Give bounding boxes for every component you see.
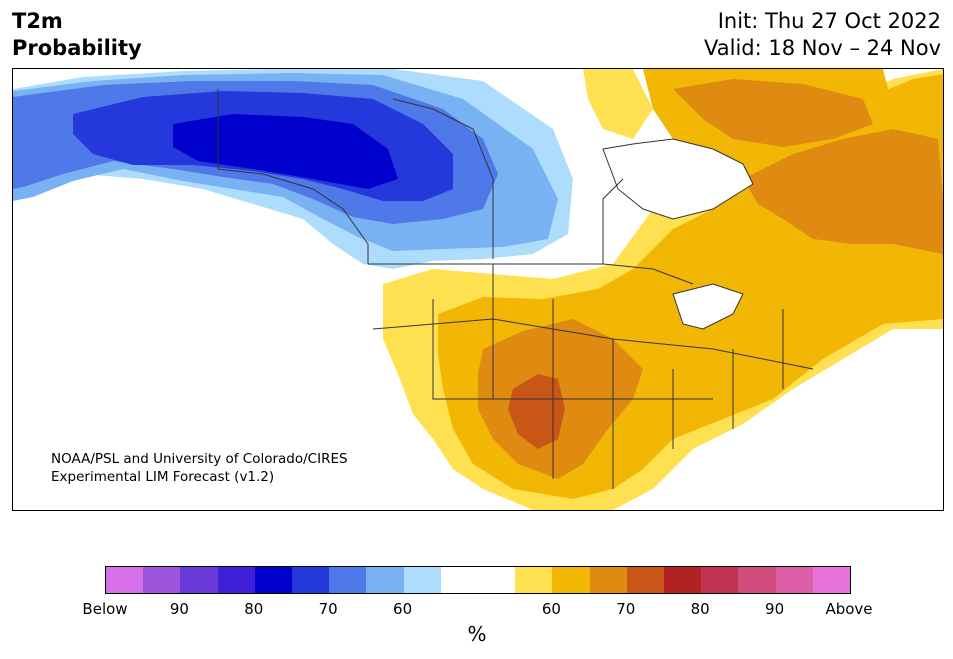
below-90-region	[173, 114, 398, 189]
above-70-canada	[743, 129, 943, 254]
colorbar-segment	[701, 567, 739, 593]
colorbar-tick-label: 60	[393, 600, 413, 618]
map-credit: NOAA/PSL and University of Colorado/CIRE…	[51, 450, 348, 486]
colorbar-segment	[403, 567, 441, 593]
colorbar-segment	[180, 567, 218, 593]
political-borders	[217, 89, 814, 489]
colorbar-segment	[515, 567, 553, 593]
colorbar-tick-label: Above	[825, 600, 873, 618]
colorbar-tick-label: 80	[244, 600, 264, 618]
init-date: Init: Thu 27 Oct 2022	[717, 9, 941, 33]
colorbar-segment	[664, 567, 702, 593]
colorbar-segment	[478, 567, 516, 593]
colorbar-segment	[775, 567, 813, 593]
colorbar-segment	[589, 567, 627, 593]
colorbar-tick-label: 90	[765, 600, 785, 618]
above-70-northeast	[673, 79, 873, 147]
colorbar-unit: %	[467, 622, 487, 646]
credit-line-2: Experimental LIM Forecast (v1.2)	[51, 469, 275, 485]
above-80-region	[508, 374, 565, 449]
colorbar-segment	[217, 567, 255, 593]
above-50-northeast	[583, 69, 653, 139]
colorbar-segment	[440, 567, 479, 593]
probability-colorbar	[105, 566, 851, 594]
colorbar-segment	[626, 567, 665, 593]
colorbar-segment	[143, 567, 181, 593]
colorbar-tick-label: Below	[82, 600, 128, 618]
colorbar-tick-label: 70	[616, 600, 636, 618]
colorbar-segment	[292, 567, 330, 593]
colorbar-tick-label: 80	[690, 600, 710, 618]
ocean-east	[653, 334, 943, 510]
ocean-west	[13, 209, 458, 510]
valid-range: Valid: 18 Nov – 24 Nov	[704, 36, 941, 60]
great-lakes	[672, 283, 744, 330]
credit-line-1: NOAA/PSL and University of Colorado/CIRE…	[51, 451, 348, 467]
forecast-dates: Init: Thu 27 Oct 2022 Valid: 18 Nov – 24…	[704, 8, 941, 62]
map-canvas	[13, 69, 943, 510]
hudson-bay	[602, 138, 754, 220]
probability-map: NOAA/PSL and University of Colorado/CIRE…	[12, 68, 944, 511]
colorbar-tick-label: 70	[318, 600, 338, 618]
colorbar-segment	[106, 567, 144, 593]
title-type: Probability	[12, 36, 142, 60]
colorbar-segment	[366, 567, 404, 593]
colorbar-segment	[329, 567, 367, 593]
colorbar-segment	[738, 567, 776, 593]
title-variable: T2m	[12, 9, 63, 33]
colorbar-tick-label: 60	[541, 600, 561, 618]
colorbar-tick-label: 90	[169, 600, 189, 618]
map-title: T2m Probability	[12, 8, 142, 62]
colorbar-segment	[812, 567, 851, 593]
colorbar-segment	[254, 567, 293, 593]
colorbar-segment	[552, 567, 590, 593]
